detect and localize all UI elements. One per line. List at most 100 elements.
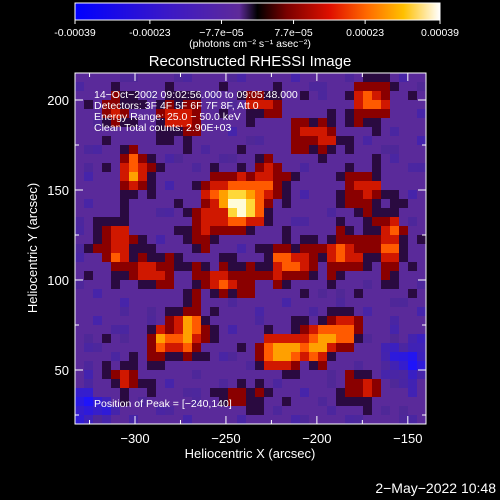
heatmap-cell — [408, 235, 418, 245]
heatmap-cell — [228, 307, 238, 317]
heatmap-cell — [201, 217, 211, 227]
heatmap-cell — [408, 388, 418, 398]
heatmap-cell — [255, 199, 265, 209]
heatmap-cell — [273, 145, 283, 155]
heatmap-cell — [102, 343, 112, 353]
heatmap-cell — [138, 388, 148, 398]
heatmap-cells — [75, 73, 427, 425]
heatmap-cell — [219, 316, 229, 326]
heatmap-cell — [381, 307, 391, 317]
heatmap-cell — [120, 379, 130, 389]
heatmap-cell — [75, 415, 85, 425]
heatmap-cell — [183, 280, 193, 290]
heatmap-cell — [228, 73, 238, 83]
heatmap-cell — [237, 100, 247, 110]
heatmap-cell — [147, 262, 157, 272]
heatmap-cell — [183, 118, 193, 128]
heatmap-cell — [102, 289, 112, 299]
clean-counts-text: Clean Total counts: 2.90E+03 — [94, 122, 232, 134]
heatmap-cell — [291, 289, 301, 299]
heatmap-cell — [111, 298, 121, 308]
heatmap-cell — [417, 91, 427, 101]
heatmap-cell — [138, 280, 148, 290]
heatmap-cell — [309, 316, 319, 326]
heatmap-cell — [183, 316, 193, 326]
heatmap-cell — [381, 289, 391, 299]
heatmap-cell — [120, 190, 130, 200]
heatmap-cell — [129, 343, 139, 353]
heatmap-cell — [390, 145, 400, 155]
heatmap-cell — [381, 361, 391, 371]
heatmap-cell — [192, 316, 202, 326]
heatmap-cell — [93, 109, 103, 119]
heatmap-cell — [93, 199, 103, 209]
heatmap-cell — [201, 118, 211, 128]
heatmap-cell — [183, 289, 193, 299]
heatmap-cell — [237, 406, 247, 416]
heatmap-cell — [138, 343, 148, 353]
heatmap-cell — [228, 91, 238, 101]
heatmap-cell — [129, 109, 139, 119]
heatmap-cell — [129, 361, 139, 371]
heatmap-cell — [381, 406, 391, 416]
heatmap-cell — [237, 334, 247, 344]
heatmap-cell — [363, 82, 373, 92]
heatmap-cell — [327, 82, 337, 92]
heatmap-cell — [93, 271, 103, 281]
heatmap-cell — [372, 397, 382, 407]
heatmap-cell — [156, 163, 166, 173]
heatmap-cell — [309, 280, 319, 290]
heatmap-cell — [120, 334, 130, 344]
heatmap-cell — [111, 109, 121, 119]
heatmap-cell — [282, 118, 292, 128]
heatmap-cell — [408, 163, 418, 173]
heatmap-cell — [201, 397, 211, 407]
heatmap-cell — [354, 136, 364, 146]
heatmap-cell — [264, 361, 274, 371]
heatmap-cell — [192, 127, 202, 137]
heatmap-cell — [318, 235, 328, 245]
heatmap-cell — [192, 397, 202, 407]
heatmap-cell — [291, 352, 301, 362]
heatmap-cell — [264, 316, 274, 326]
heatmap-cell — [264, 82, 274, 92]
heatmap-cell — [417, 172, 427, 182]
heatmap-cell — [300, 361, 310, 371]
heatmap-cell — [228, 415, 238, 425]
heatmap-cell — [381, 199, 391, 209]
heatmap-cell — [390, 82, 400, 92]
heatmap-cell — [255, 217, 265, 227]
heatmap-cell — [111, 388, 121, 398]
heatmap-cell — [165, 100, 175, 110]
heatmap-cell — [291, 388, 301, 398]
heatmap-cell — [147, 73, 157, 83]
heatmap-cell — [138, 316, 148, 326]
heatmap-cell — [381, 325, 391, 335]
heatmap-cell — [210, 244, 220, 254]
colorbar-tick-label: -0.00023 — [129, 27, 171, 39]
heatmap-cell — [120, 181, 130, 191]
heatmap-cell — [282, 352, 292, 362]
heatmap-cell — [156, 172, 166, 182]
heatmap-cell — [354, 163, 364, 173]
heatmap-cell — [93, 217, 103, 227]
heatmap-cell — [363, 118, 373, 128]
heatmap-cell — [111, 217, 121, 227]
colorbar-tick-label: 7.7e−05 — [274, 27, 312, 39]
heatmap-cell — [300, 136, 310, 146]
heatmap-cell — [363, 262, 373, 272]
heatmap-cell — [93, 190, 103, 200]
heatmap-cell — [264, 343, 274, 353]
heatmap-cell — [84, 73, 94, 83]
heatmap-cell — [408, 208, 418, 218]
heatmap-cell — [237, 298, 247, 308]
heatmap-cell — [345, 208, 355, 218]
heatmap-cell — [174, 397, 184, 407]
heatmap-cell — [390, 163, 400, 173]
heatmap-cell — [255, 163, 265, 173]
heatmap-cell — [273, 118, 283, 128]
heatmap-cell — [84, 127, 94, 137]
heatmap-cell — [255, 289, 265, 299]
heatmap-cell — [291, 118, 301, 128]
heatmap-cell — [246, 379, 256, 389]
